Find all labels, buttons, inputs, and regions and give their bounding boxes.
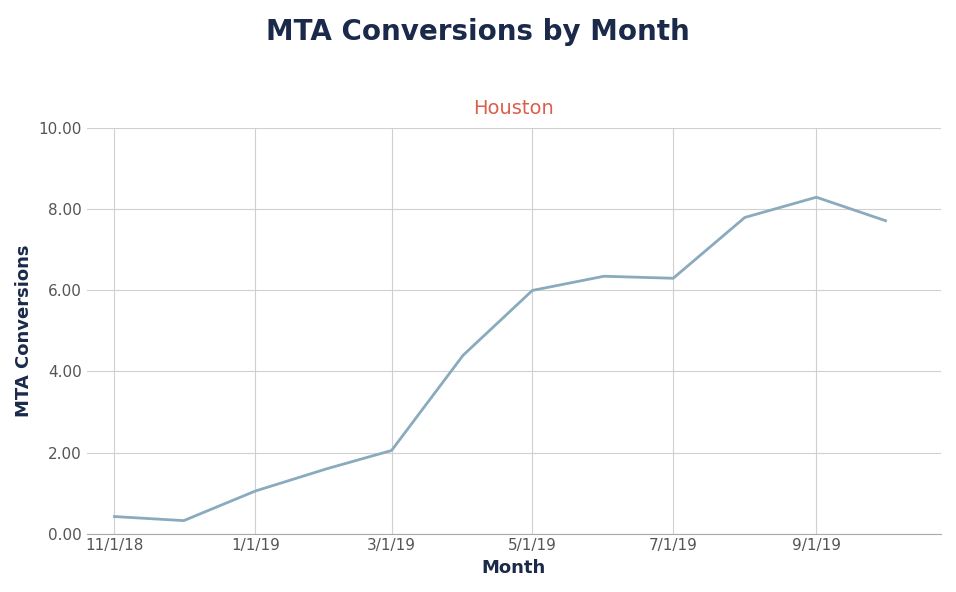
X-axis label: Month: Month [482, 559, 546, 577]
Text: MTA Conversions by Month: MTA Conversions by Month [266, 18, 690, 46]
Title: Houston: Houston [473, 99, 554, 118]
Y-axis label: MTA Conversions: MTA Conversions [15, 244, 33, 417]
